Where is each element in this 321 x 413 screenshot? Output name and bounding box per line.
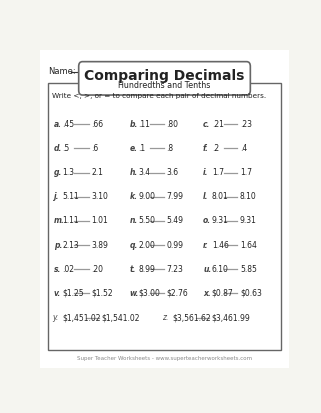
Text: 8.99: 8.99 bbox=[138, 265, 155, 274]
Text: 9.31: 9.31 bbox=[240, 216, 257, 225]
Text: 1.7: 1.7 bbox=[240, 168, 252, 177]
Text: .23: .23 bbox=[240, 120, 252, 129]
Text: 5.85: 5.85 bbox=[240, 265, 257, 274]
Text: h.: h. bbox=[130, 168, 138, 177]
Text: .80: .80 bbox=[167, 120, 178, 129]
FancyBboxPatch shape bbox=[48, 83, 282, 350]
Text: 3.10: 3.10 bbox=[91, 192, 108, 201]
Text: d.: d. bbox=[54, 144, 62, 153]
Text: i.: i. bbox=[203, 168, 209, 177]
Text: $1,541.02: $1,541.02 bbox=[101, 313, 140, 322]
Text: n.: n. bbox=[130, 216, 138, 225]
Text: 1.11: 1.11 bbox=[63, 216, 79, 225]
Text: y.: y. bbox=[52, 313, 58, 322]
Text: a.: a. bbox=[54, 120, 62, 129]
Text: c.: c. bbox=[203, 120, 211, 129]
Text: $0.63: $0.63 bbox=[240, 289, 262, 298]
Text: Write <, >, or = to compare each pair of decimal numbers.: Write <, >, or = to compare each pair of… bbox=[52, 93, 266, 99]
Text: s.: s. bbox=[54, 265, 61, 274]
Text: 3.6: 3.6 bbox=[167, 168, 178, 177]
Text: .2: .2 bbox=[212, 144, 219, 153]
Text: $0.87: $0.87 bbox=[212, 289, 234, 298]
Text: $3,461.99: $3,461.99 bbox=[211, 313, 250, 322]
Text: p.: p. bbox=[54, 241, 62, 249]
Text: $3,561.62: $3,561.62 bbox=[172, 313, 211, 322]
Text: 3.89: 3.89 bbox=[91, 241, 108, 249]
Text: $1.25: $1.25 bbox=[63, 289, 84, 298]
Text: .02: .02 bbox=[63, 265, 74, 274]
Text: .8: .8 bbox=[167, 144, 174, 153]
Text: m.: m. bbox=[54, 216, 65, 225]
Text: 1.01: 1.01 bbox=[91, 216, 108, 225]
FancyBboxPatch shape bbox=[40, 50, 289, 368]
Text: .1: .1 bbox=[138, 144, 145, 153]
Text: f.: f. bbox=[203, 144, 209, 153]
Text: r.: r. bbox=[203, 241, 209, 249]
Text: .66: .66 bbox=[91, 120, 103, 129]
Text: .21: .21 bbox=[212, 120, 224, 129]
Text: 8.01: 8.01 bbox=[212, 192, 229, 201]
Text: 6.10: 6.10 bbox=[212, 265, 229, 274]
Text: w.: w. bbox=[130, 289, 139, 298]
Text: g.: g. bbox=[54, 168, 62, 177]
Text: $1,451.02: $1,451.02 bbox=[62, 313, 100, 322]
Text: e.: e. bbox=[130, 144, 138, 153]
Text: u.: u. bbox=[203, 265, 211, 274]
Text: .11: .11 bbox=[138, 120, 150, 129]
Text: 1.64: 1.64 bbox=[240, 241, 257, 249]
Text: l.: l. bbox=[203, 192, 209, 201]
Text: b.: b. bbox=[130, 120, 138, 129]
Text: Hundredths and Tenths: Hundredths and Tenths bbox=[118, 81, 211, 90]
Text: 1.3: 1.3 bbox=[63, 168, 74, 177]
Text: 5.50: 5.50 bbox=[138, 216, 155, 225]
Text: 0.99: 0.99 bbox=[167, 241, 184, 249]
Text: .5: .5 bbox=[63, 144, 70, 153]
FancyBboxPatch shape bbox=[79, 62, 250, 95]
Text: 3.4: 3.4 bbox=[138, 168, 151, 177]
Text: 2.1: 2.1 bbox=[91, 168, 103, 177]
Text: q.: q. bbox=[130, 241, 138, 249]
Text: 1.46: 1.46 bbox=[212, 241, 229, 249]
Text: 2.13: 2.13 bbox=[63, 241, 79, 249]
Text: x.: x. bbox=[203, 289, 211, 298]
Text: 8.10: 8.10 bbox=[240, 192, 257, 201]
Text: t.: t. bbox=[130, 265, 136, 274]
Text: .20: .20 bbox=[91, 265, 103, 274]
Text: j.: j. bbox=[54, 192, 59, 201]
Text: k.: k. bbox=[130, 192, 138, 201]
Text: 9.31: 9.31 bbox=[212, 216, 229, 225]
Text: $3.00: $3.00 bbox=[138, 289, 160, 298]
Text: .45: .45 bbox=[63, 120, 75, 129]
Text: $1.52: $1.52 bbox=[91, 289, 113, 298]
Text: 9.00: 9.00 bbox=[138, 192, 155, 201]
Text: Super Teacher Worksheets - www.superteacherworksheets.com: Super Teacher Worksheets - www.superteac… bbox=[77, 356, 252, 361]
Text: v.: v. bbox=[54, 289, 61, 298]
Text: .4: .4 bbox=[240, 144, 247, 153]
Text: 2.00: 2.00 bbox=[138, 241, 155, 249]
Text: o.: o. bbox=[203, 216, 211, 225]
Text: 7.99: 7.99 bbox=[167, 192, 184, 201]
Text: 5.49: 5.49 bbox=[167, 216, 184, 225]
Text: Comparing Decimals: Comparing Decimals bbox=[84, 69, 245, 83]
Text: 1.7: 1.7 bbox=[212, 168, 224, 177]
Text: $2.76: $2.76 bbox=[167, 289, 188, 298]
Text: .6: .6 bbox=[91, 144, 98, 153]
Text: Name:: Name: bbox=[48, 67, 76, 76]
Text: 5.11: 5.11 bbox=[63, 192, 79, 201]
Text: 7.23: 7.23 bbox=[167, 265, 183, 274]
Text: z.: z. bbox=[162, 313, 169, 322]
